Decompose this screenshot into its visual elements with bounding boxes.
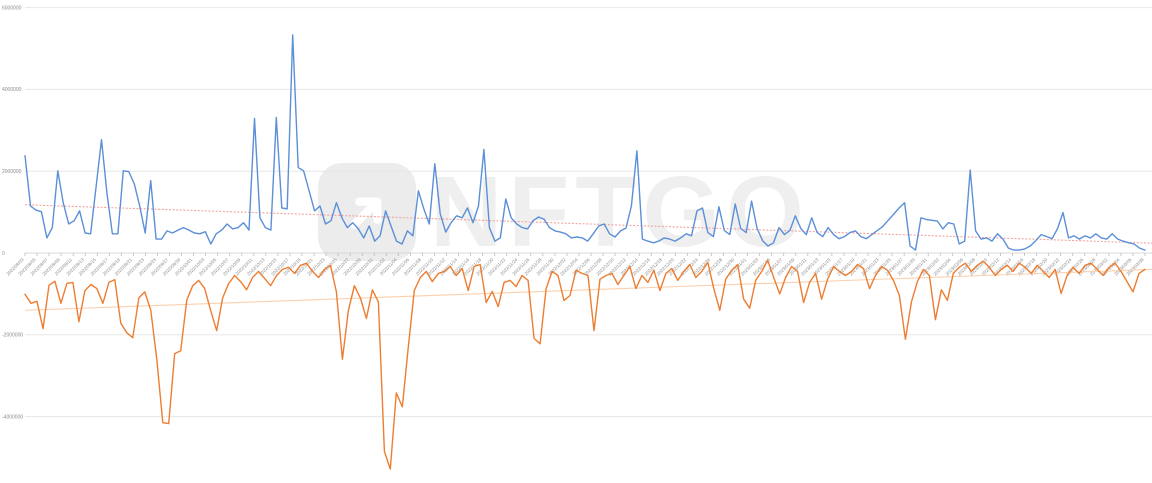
trendline-positive-series xyxy=(24,204,1152,244)
series-line-negative-series[interactable] xyxy=(24,259,1146,470)
y-axis-tick-label: -2000000 xyxy=(2,333,23,339)
y-axis-tick-label: 6000000 xyxy=(2,5,22,11)
y-axis-tick-label: 2000000 xyxy=(2,169,22,175)
y-axis-tick-label: 0 xyxy=(2,251,5,257)
y-axis-tick-label: 4000000 xyxy=(2,87,22,93)
y-axis-tick-label: -4000000 xyxy=(2,414,23,420)
trendline-negative-series xyxy=(24,268,1152,311)
series-line-positive-series[interactable] xyxy=(24,34,1146,251)
